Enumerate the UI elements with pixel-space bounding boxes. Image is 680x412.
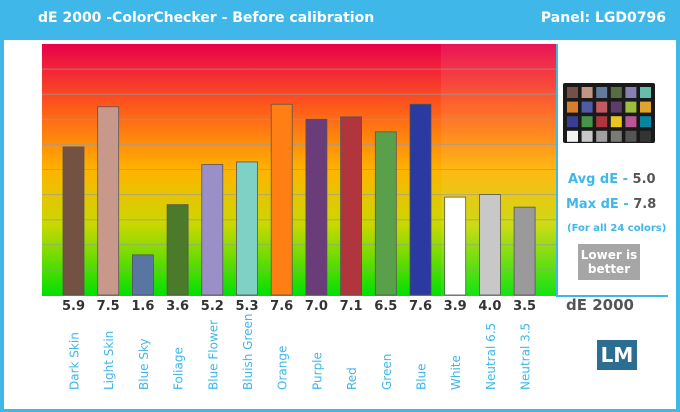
checker-patch [625,130,637,142]
checker-patch [625,87,637,98]
checker-patch [596,116,608,128]
bar [340,116,363,296]
value-label: 3.9 [444,299,467,314]
max-de: Max dE - 7.8 [566,197,656,212]
category-label: Blue Sky [137,338,151,390]
value-label: 4.0 [478,299,501,314]
y-tick-label: 7.0 [8,110,36,129]
bar [478,194,501,296]
y-tick-label: 8.0 [8,85,36,104]
y-tick-label: 2.0 [8,236,36,255]
bar [62,146,85,296]
bar [409,103,432,296]
right-border [676,40,680,412]
panel-divider [556,44,558,296]
bar [270,103,293,296]
category-label: Green [380,354,394,390]
checker-patch [610,116,622,128]
panel-label: Panel: LGD0796 [540,10,666,26]
checker-patch [567,101,578,113]
category-label: Red [345,367,359,390]
left-border [0,40,4,412]
category-label: Orange [276,346,290,390]
category-label: Bluish Green [241,313,255,390]
y-tick-label: 3.0 [8,211,36,230]
value-label: 5.9 [62,299,85,314]
lower-line2: better [587,262,631,276]
checker-patch [596,87,608,98]
checker-patch [581,116,593,128]
checker-patch [581,101,593,113]
lower-is-better-badge: Lower is better [578,244,640,280]
checker-patch [581,87,593,98]
value-label: 7.6 [409,299,432,314]
bar [97,106,120,296]
bar [166,204,189,296]
bar [201,164,224,296]
value-label: 7.0 [305,299,328,314]
checker-patch [610,130,622,142]
checker-patch [625,116,637,128]
bar [305,118,328,296]
avg-de: Avg dE - 5.0 [568,172,656,187]
panel-bottom-line [556,295,668,297]
checker-patch [567,87,578,98]
category-label: Neutral 6.5 [484,323,498,390]
chart-title: dE 2000 -ColorChecker - Before calibrati… [38,10,375,26]
checker-patch [610,101,622,113]
header-bar: dE 2000 -ColorChecker - Before calibrati… [0,0,680,40]
value-label: 1.6 [131,299,154,314]
category-label: Blue [415,363,429,390]
category-label: Foliage [172,347,186,390]
value-label: 7.6 [270,299,293,314]
value-label: 7.5 [97,299,120,314]
max-de-value: 7.8 [633,197,657,212]
value-label: 3.5 [513,299,536,314]
avg-de-value: 5.0 [632,172,656,187]
y-tick-label: 1.0 [8,261,36,280]
all-colors-note: (For all 24 colors) [567,223,667,234]
checker-patch [596,130,608,142]
value-label: 7.1 [340,299,363,314]
category-label: White [449,355,463,390]
lower-line1: Lower is [580,248,638,262]
value-label: 5.2 [201,299,224,314]
checker-patch [567,116,578,128]
value-label: 6.5 [374,299,397,314]
y-tick-label: 9.0 [8,60,36,79]
avg-de-label: Avg dE - [568,172,633,187]
y-tick-label: 4.0 [8,186,36,205]
bar [374,131,397,296]
checker-patch [625,101,637,113]
category-label: Dark Skin [68,332,82,390]
checker-patch [640,116,651,128]
checker-patch [581,130,593,142]
category-label: Blue Flower [206,320,220,390]
x-axis-title: dE 2000 [566,296,634,314]
value-label: 5.3 [235,299,258,314]
bar [236,161,258,296]
category-label: Neutral 3.5 [519,323,533,390]
bottom-border [0,409,680,412]
category-label: Light Skin [102,331,116,390]
value-label: 3.6 [166,299,189,314]
y-tick-label: 6.0 [8,135,36,154]
checker-patch [610,87,622,98]
lm-logo: LM [597,340,637,370]
checker-patch [640,130,651,142]
checker-patch [640,87,651,98]
checker-patch [640,101,651,113]
bar [444,196,467,296]
category-label: Purple [310,352,324,390]
y-tick-label: 5.0 [8,161,36,180]
max-de-label: Max dE - [566,197,634,212]
bar [131,254,154,296]
checker-patch [567,130,578,142]
bar [513,206,536,296]
checker-patch [596,101,608,113]
